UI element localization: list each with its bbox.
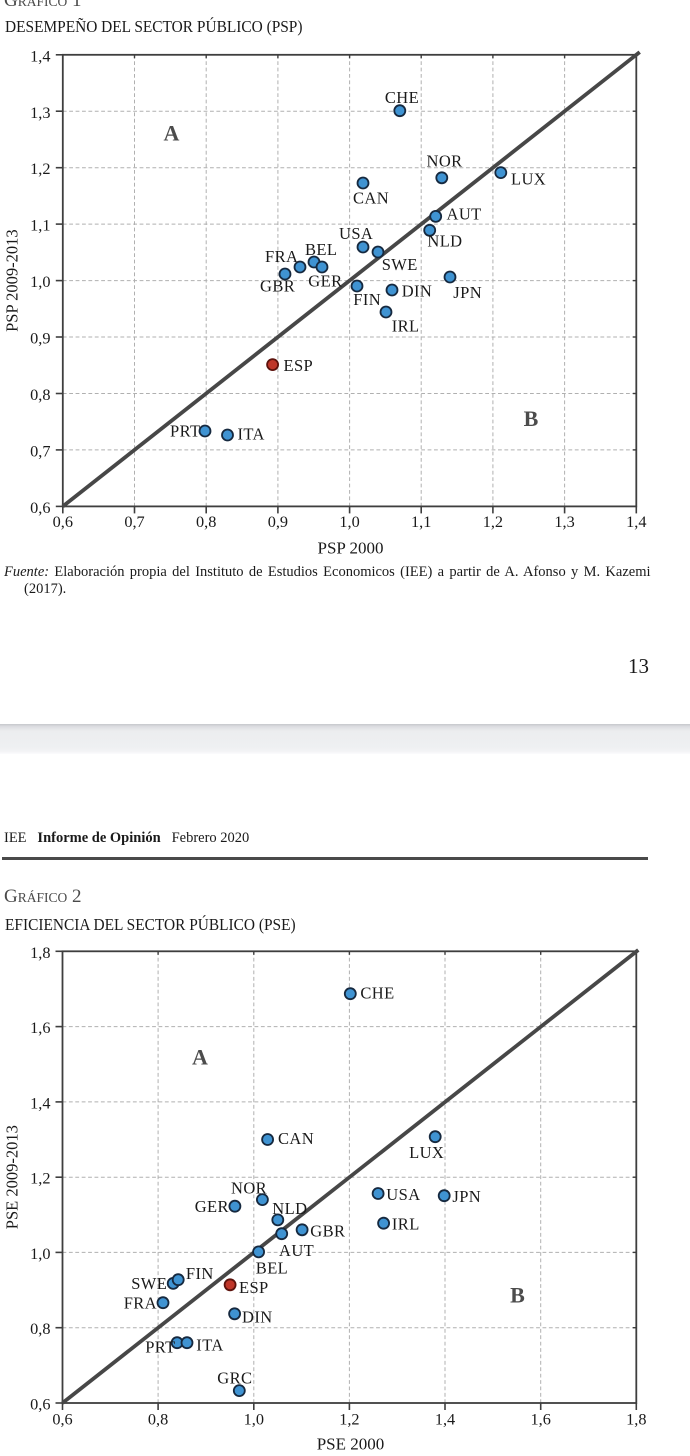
svg-text:1,8: 1,8 xyxy=(30,943,50,962)
svg-text:B: B xyxy=(510,1283,525,1308)
svg-text:JPN: JPN xyxy=(453,283,482,302)
svg-text:A: A xyxy=(192,1045,208,1070)
svg-text:SWE: SWE xyxy=(131,1274,167,1293)
svg-text:ESP: ESP xyxy=(284,356,314,375)
svg-text:1,2: 1,2 xyxy=(483,512,503,531)
svg-text:IRL: IRL xyxy=(392,1214,420,1233)
svg-text:BEL: BEL xyxy=(256,1259,288,1278)
svg-text:PSE 2000: PSE 2000 xyxy=(317,1435,385,1454)
svg-text:0,6: 0,6 xyxy=(30,1395,50,1414)
svg-text:GBR: GBR xyxy=(310,1222,345,1241)
svg-text:IRL: IRL xyxy=(392,317,420,336)
svg-text:0,7: 0,7 xyxy=(30,441,50,460)
svg-text:PSE 2009-2013: PSE 2009-2013 xyxy=(3,1125,22,1229)
svg-text:CHE: CHE xyxy=(360,984,394,1003)
svg-text:1,1: 1,1 xyxy=(30,216,50,235)
svg-text:USA: USA xyxy=(339,224,373,243)
svg-text:PRT: PRT xyxy=(145,1338,175,1357)
svg-text:FIN: FIN xyxy=(186,1264,214,1283)
svg-text:NLD: NLD xyxy=(272,1199,307,1218)
svg-text:1,3: 1,3 xyxy=(554,512,574,531)
svg-text:GER: GER xyxy=(195,1197,229,1216)
svg-text:1,0: 1,0 xyxy=(30,1244,50,1263)
svg-text:1,0: 1,0 xyxy=(339,512,359,531)
svg-text:DIN: DIN xyxy=(402,282,433,301)
svg-text:FIN: FIN xyxy=(353,290,381,309)
svg-text:1,8: 1,8 xyxy=(626,1410,646,1429)
svg-text:USA: USA xyxy=(386,1185,420,1204)
svg-text:0,8: 0,8 xyxy=(148,1410,168,1429)
svg-text:FRA: FRA xyxy=(124,1294,157,1313)
svg-text:AUT: AUT xyxy=(447,204,482,223)
svg-text:1,0: 1,0 xyxy=(30,272,50,291)
svg-text:0,8: 0,8 xyxy=(30,385,50,404)
svg-text:A: A xyxy=(164,120,180,145)
svg-text:1,6: 1,6 xyxy=(531,1410,551,1429)
svg-text:1,0: 1,0 xyxy=(244,1410,264,1429)
svg-text:1,1: 1,1 xyxy=(411,512,431,531)
svg-text:0,6: 0,6 xyxy=(53,512,73,531)
svg-text:0,7: 0,7 xyxy=(124,512,144,531)
svg-text:LUX: LUX xyxy=(511,169,546,188)
svg-text:ESP: ESP xyxy=(239,1278,269,1297)
svg-text:CHE: CHE xyxy=(385,88,419,107)
svg-text:CAN: CAN xyxy=(278,1129,314,1148)
svg-text:PSP 2000: PSP 2000 xyxy=(318,539,384,558)
svg-text:GER: GER xyxy=(308,272,342,291)
svg-text:1,6: 1,6 xyxy=(30,1018,50,1037)
svg-text:ITA: ITA xyxy=(238,425,265,444)
svg-text:ITA: ITA xyxy=(196,1336,223,1355)
svg-text:1,2: 1,2 xyxy=(30,1169,50,1188)
svg-text:1,2: 1,2 xyxy=(30,159,50,178)
svg-text:NOR: NOR xyxy=(231,1179,267,1198)
svg-text:1,4: 1,4 xyxy=(30,46,50,65)
svg-text:NOR: NOR xyxy=(427,152,463,171)
svg-text:0,8: 0,8 xyxy=(196,512,216,531)
svg-text:NLD: NLD xyxy=(427,231,462,250)
svg-text:0,6: 0,6 xyxy=(52,1410,72,1429)
svg-text:BEL: BEL xyxy=(305,240,337,259)
svg-text:1,4: 1,4 xyxy=(435,1410,455,1429)
svg-text:SWE: SWE xyxy=(382,255,418,274)
svg-text:PRT: PRT xyxy=(170,422,200,441)
svg-text:DIN: DIN xyxy=(242,1308,273,1327)
svg-text:PSP 2009-2013: PSP 2009-2013 xyxy=(3,229,22,332)
svg-text:0,9: 0,9 xyxy=(30,329,50,348)
svg-text:1,2: 1,2 xyxy=(339,1410,359,1429)
svg-text:B: B xyxy=(524,406,539,431)
svg-text:FRA: FRA xyxy=(265,247,298,266)
svg-text:LUX: LUX xyxy=(409,1143,444,1162)
svg-text:JPN: JPN xyxy=(452,1187,481,1206)
svg-text:1,4: 1,4 xyxy=(626,512,646,531)
svg-text:0,6: 0,6 xyxy=(30,498,50,517)
svg-text:0,9: 0,9 xyxy=(268,512,288,531)
svg-text:0,8: 0,8 xyxy=(30,1319,50,1338)
svg-text:GBR: GBR xyxy=(260,277,295,296)
svg-text:CAN: CAN xyxy=(353,189,389,208)
svg-text:1,3: 1,3 xyxy=(30,103,50,122)
svg-text:AUT: AUT xyxy=(279,1241,314,1260)
svg-text:1,4: 1,4 xyxy=(30,1093,50,1112)
svg-text:GRC: GRC xyxy=(217,1369,252,1388)
